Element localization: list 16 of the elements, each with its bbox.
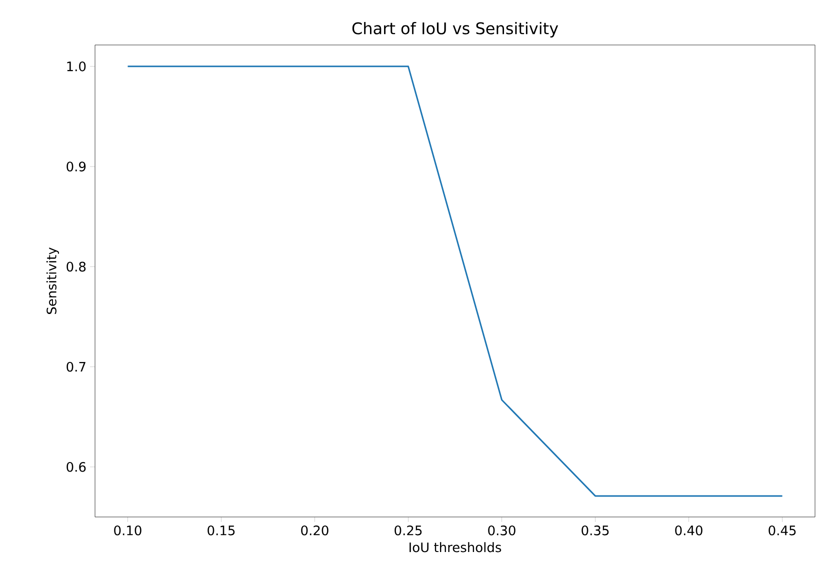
x-tick-label: 0.30 (488, 526, 516, 536)
x-tick-label: 0.15 (208, 526, 235, 536)
y-tick-label: 0.6 (66, 462, 86, 472)
y-tick-label: 0.8 (66, 262, 86, 272)
x-tick-label: 0.20 (301, 526, 328, 536)
x-tick-label: 0.40 (675, 526, 702, 536)
y-tick-label: 0.7 (66, 362, 86, 372)
x-tick-label: 0.45 (768, 526, 796, 536)
x-axis-title: IoU thresholds (410, 542, 502, 552)
x-tick-label: 0.25 (394, 526, 422, 536)
y-tick-label: 1.0 (67, 61, 86, 72)
x-tick-label: 0.10 (114, 526, 142, 536)
x-tick-label: 0.35 (582, 526, 609, 536)
chart-title: Chart of IoU vs Sensitivity (352, 22, 558, 38)
y-axis-title: Sensitivity (46, 248, 59, 314)
y-tick-label: 0.9 (66, 162, 86, 172)
